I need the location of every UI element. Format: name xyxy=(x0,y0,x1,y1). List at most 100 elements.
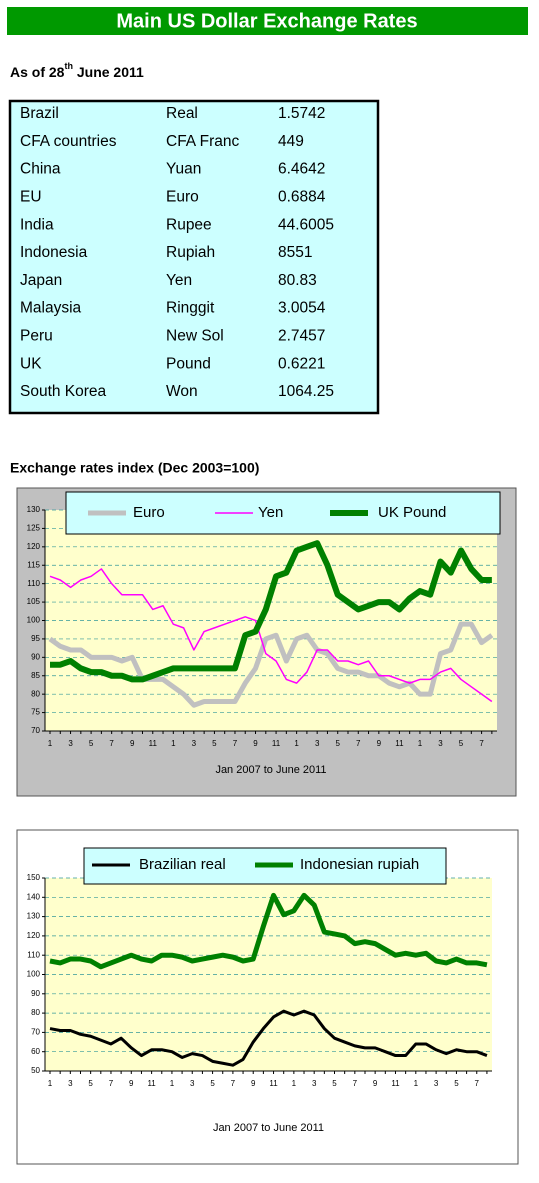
x-tick-label: 5 xyxy=(454,1079,459,1088)
table-cell: 6.4642 xyxy=(278,161,325,178)
table-cell: Peru xyxy=(20,327,53,344)
table-cell: South Korea xyxy=(20,383,107,400)
table-cell: Euro xyxy=(166,188,199,205)
x-tick-label: 5 xyxy=(332,1079,337,1088)
legend-label: Yen xyxy=(258,504,283,521)
y-tick-label: 150 xyxy=(27,873,41,882)
x-tick-label: 5 xyxy=(88,1079,93,1088)
table-cell: EU xyxy=(20,188,42,205)
table-cell: China xyxy=(20,161,61,178)
x-tick-label: 1 xyxy=(414,1079,419,1088)
x-axis-label: Jan 2007 to June 2011 xyxy=(215,764,326,776)
legend-label: Euro xyxy=(133,504,165,521)
x-tick-label: 3 xyxy=(192,739,197,748)
x-tick-label: 7 xyxy=(356,739,361,748)
series-line xyxy=(49,568,493,703)
table-cell: Ringgit xyxy=(166,300,215,317)
table-cell: 44.6005 xyxy=(278,216,334,233)
series-line xyxy=(48,621,494,708)
table-cell: 449 xyxy=(278,133,304,150)
y-tick-label: 130 xyxy=(27,912,41,921)
x-tick-label: 9 xyxy=(251,1079,256,1088)
y-tick-label: 90 xyxy=(31,652,40,661)
table-cell: CFA Franc xyxy=(166,133,239,150)
x-tick-label: 1 xyxy=(170,1079,175,1088)
series-line xyxy=(50,540,492,683)
x-tick-label: 1 xyxy=(294,739,299,748)
x-tick-label: 1 xyxy=(418,739,423,748)
x-tick-label: 5 xyxy=(459,739,464,748)
x-tick-label: 7 xyxy=(231,1079,236,1088)
x-tick-label: 3 xyxy=(190,1079,195,1088)
legend-box xyxy=(65,491,501,535)
y-tick-label: 140 xyxy=(27,892,41,901)
y-tick-label: 75 xyxy=(31,708,40,717)
subtitle-text: As of 28 xyxy=(10,64,65,80)
x-tick-label: 5 xyxy=(210,1079,215,1088)
table-cell: Yuan xyxy=(166,161,201,178)
y-tick-label: 70 xyxy=(31,726,40,735)
table-cell: 1.5742 xyxy=(278,105,325,122)
table-cell: New Sol xyxy=(166,327,224,344)
table-cell: 0.6221 xyxy=(278,355,325,372)
x-axis-label: Jan 2007 to June 2011 xyxy=(213,1122,324,1134)
x-tick-label: 7 xyxy=(475,1079,480,1088)
y-tick-label: 95 xyxy=(31,634,40,643)
x-tick-label: 3 xyxy=(438,739,443,748)
x-tick-label: 9 xyxy=(373,1079,378,1088)
y-tick-label: 70 xyxy=(31,1028,40,1037)
table-cell: 3.0054 xyxy=(278,300,326,317)
table-cell: UK xyxy=(20,355,42,372)
x-tick-label: 5 xyxy=(335,739,340,748)
y-tick-label: 85 xyxy=(31,671,40,680)
y-tick-label: 80 xyxy=(31,1008,40,1017)
x-tick-label: 7 xyxy=(109,1079,114,1088)
table-cell: India xyxy=(20,216,54,233)
x-tick-label: 11 xyxy=(272,739,281,748)
series-line xyxy=(49,1009,488,1067)
table-cell: CFA countries xyxy=(20,133,117,150)
title-bar xyxy=(7,7,528,35)
legend-label: Brazilian real xyxy=(139,856,226,873)
subtitle-sup: th xyxy=(64,61,73,71)
x-tick-label: 1 xyxy=(292,1079,297,1088)
y-tick-label: 110 xyxy=(27,579,40,588)
y-tick-label: 120 xyxy=(27,931,41,940)
x-tick-label: 3 xyxy=(68,739,73,748)
y-tick-label: 110 xyxy=(27,950,40,959)
x-tick-label: 11 xyxy=(147,1079,156,1088)
y-tick-label: 100 xyxy=(27,616,41,625)
table-cell: Rupiah xyxy=(166,244,215,261)
x-tick-label: 11 xyxy=(391,1079,400,1088)
table-cell: Indonesia xyxy=(20,244,88,261)
x-tick-label: 7 xyxy=(353,1079,358,1088)
x-tick-label: 3 xyxy=(434,1079,439,1088)
table-cell: 1064.25 xyxy=(278,383,334,400)
y-tick-label: 115 xyxy=(27,560,40,569)
x-tick-label: 1 xyxy=(171,739,176,748)
x-tick-label: 5 xyxy=(212,739,217,748)
legend-label: UK Pound xyxy=(378,504,446,521)
table-cell: Real xyxy=(166,105,198,122)
table-cell: Yen xyxy=(166,272,192,289)
subtitle: As of 28th June 2011 xyxy=(10,61,144,79)
subtitle-text: June 2011 xyxy=(73,64,144,80)
x-tick-label: 9 xyxy=(130,739,135,748)
y-tick-label: 90 xyxy=(31,989,40,998)
table-cell: Won xyxy=(166,383,198,400)
x-tick-label: 7 xyxy=(109,739,114,748)
x-tick-label: 9 xyxy=(129,1079,134,1088)
y-tick-label: 130 xyxy=(27,505,41,514)
section-title: Exchange rates index (Dec 2003=100) xyxy=(10,460,259,476)
table-cell: Japan xyxy=(20,272,62,289)
y-tick-label: 50 xyxy=(31,1066,40,1075)
x-tick-label: 7 xyxy=(233,739,238,748)
x-tick-label: 7 xyxy=(479,739,484,748)
series-line xyxy=(49,892,488,970)
x-tick-label: 3 xyxy=(315,739,320,748)
legend-label: Indonesian rupiah xyxy=(300,856,419,873)
title: Main US Dollar Exchange Rates xyxy=(116,10,417,32)
table-cell: 2.7457 xyxy=(278,327,325,344)
